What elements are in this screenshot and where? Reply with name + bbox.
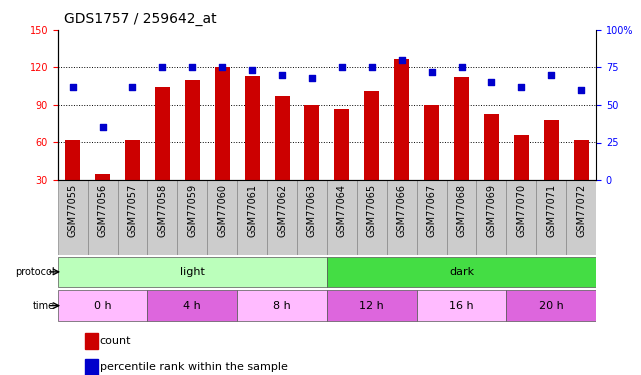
Bar — [58, 256, 327, 287]
FancyBboxPatch shape — [178, 180, 207, 255]
Point — [367, 64, 377, 70]
Bar — [574, 140, 588, 180]
Text: GSM77064: GSM77064 — [337, 184, 347, 237]
Bar — [454, 78, 469, 180]
Text: GSM77063: GSM77063 — [307, 184, 317, 237]
Point — [397, 57, 407, 63]
Bar — [65, 140, 80, 180]
Bar — [237, 290, 327, 321]
Bar — [185, 80, 200, 180]
Bar — [335, 109, 349, 180]
Point — [487, 80, 497, 86]
Bar — [147, 290, 237, 321]
FancyBboxPatch shape — [566, 180, 596, 255]
Bar — [274, 96, 290, 180]
Bar — [394, 59, 409, 180]
FancyBboxPatch shape — [207, 180, 237, 255]
Point — [67, 84, 78, 90]
Point — [157, 64, 167, 70]
Text: 8 h: 8 h — [273, 301, 291, 310]
FancyBboxPatch shape — [147, 180, 178, 255]
Point — [576, 87, 587, 93]
Point — [426, 69, 437, 75]
FancyBboxPatch shape — [417, 180, 447, 255]
Bar — [544, 120, 559, 180]
Bar — [506, 290, 596, 321]
Bar — [245, 76, 260, 180]
Text: GSM77065: GSM77065 — [367, 184, 377, 237]
FancyBboxPatch shape — [476, 180, 506, 255]
Text: GSM77072: GSM77072 — [576, 184, 586, 237]
FancyBboxPatch shape — [327, 180, 357, 255]
Text: 16 h: 16 h — [449, 301, 474, 310]
Text: light: light — [180, 267, 204, 277]
Text: dark: dark — [449, 267, 474, 277]
Text: GSM77056: GSM77056 — [97, 184, 108, 237]
Bar — [327, 290, 417, 321]
Text: count: count — [100, 336, 131, 346]
Bar — [155, 87, 170, 180]
Point — [277, 72, 287, 78]
FancyBboxPatch shape — [58, 180, 88, 255]
Bar — [95, 174, 110, 180]
FancyBboxPatch shape — [537, 180, 566, 255]
Text: GSM77058: GSM77058 — [158, 184, 167, 237]
Point — [307, 75, 317, 81]
Text: 12 h: 12 h — [360, 301, 384, 310]
Text: GSM77061: GSM77061 — [247, 184, 257, 237]
Bar — [424, 105, 439, 180]
Text: GDS1757 / 259642_at: GDS1757 / 259642_at — [64, 12, 217, 26]
Text: GSM77055: GSM77055 — [68, 184, 78, 237]
Text: protocol: protocol — [15, 267, 54, 277]
Text: percentile rank within the sample: percentile rank within the sample — [100, 362, 288, 372]
Bar — [327, 256, 596, 287]
Text: GSM77067: GSM77067 — [427, 184, 437, 237]
FancyBboxPatch shape — [117, 180, 147, 255]
Text: GSM77062: GSM77062 — [277, 184, 287, 237]
Bar — [484, 114, 499, 180]
FancyBboxPatch shape — [297, 180, 327, 255]
FancyBboxPatch shape — [387, 180, 417, 255]
FancyBboxPatch shape — [506, 180, 537, 255]
FancyBboxPatch shape — [357, 180, 387, 255]
Bar — [85, 333, 97, 349]
Point — [187, 64, 197, 70]
Bar — [514, 135, 529, 180]
Text: GSM77059: GSM77059 — [187, 184, 197, 237]
Text: GSM77070: GSM77070 — [517, 184, 526, 237]
FancyBboxPatch shape — [267, 180, 297, 255]
FancyBboxPatch shape — [447, 180, 476, 255]
Text: GSM77071: GSM77071 — [546, 184, 556, 237]
Text: GSM77057: GSM77057 — [128, 184, 137, 237]
Point — [247, 68, 257, 74]
Text: 0 h: 0 h — [94, 301, 112, 310]
Text: time: time — [32, 301, 54, 310]
Text: GSM77068: GSM77068 — [456, 184, 467, 237]
Text: 4 h: 4 h — [183, 301, 201, 310]
Text: GSM77060: GSM77060 — [217, 184, 227, 237]
FancyBboxPatch shape — [237, 180, 267, 255]
Bar — [85, 359, 97, 375]
Bar — [364, 91, 379, 180]
Bar — [125, 140, 140, 180]
Bar — [215, 68, 229, 180]
Point — [97, 124, 108, 130]
Point — [516, 84, 526, 90]
FancyBboxPatch shape — [88, 180, 117, 255]
Point — [337, 64, 347, 70]
Text: 20 h: 20 h — [539, 301, 563, 310]
Bar — [417, 290, 506, 321]
Point — [128, 84, 138, 90]
Point — [217, 64, 228, 70]
Bar — [304, 105, 319, 180]
Point — [456, 64, 467, 70]
Bar — [58, 290, 147, 321]
Point — [546, 72, 556, 78]
Text: GSM77069: GSM77069 — [487, 184, 496, 237]
Text: GSM77066: GSM77066 — [397, 184, 406, 237]
